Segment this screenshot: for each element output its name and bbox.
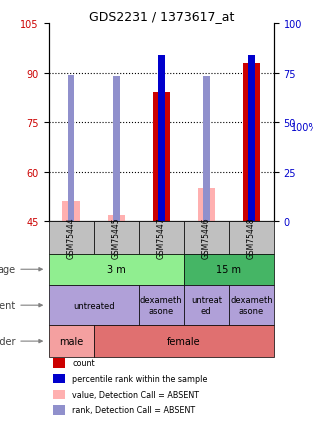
Text: GSM75446: GSM75446 [202, 217, 211, 259]
Bar [229, 285, 274, 326]
Bar [53, 374, 65, 383]
Bar [49, 326, 94, 357]
Bar [49, 222, 94, 254]
Bar [184, 222, 229, 254]
Bar [243, 63, 260, 222]
Text: GSM75447: GSM75447 [157, 217, 166, 259]
Bar [203, 77, 210, 222]
Bar [108, 215, 125, 222]
Text: male: male [59, 336, 83, 346]
Text: GSM75448: GSM75448 [247, 217, 256, 259]
Bar [158, 56, 165, 222]
Text: rank, Detection Call = ABSENT: rank, Detection Call = ABSENT [72, 405, 195, 414]
Bar [198, 189, 215, 222]
Bar [53, 358, 65, 368]
Bar [63, 202, 80, 222]
Text: 3 m: 3 m [107, 265, 126, 275]
Bar [184, 254, 274, 285]
Bar [53, 405, 65, 414]
Text: value, Detection Call = ABSENT: value, Detection Call = ABSENT [72, 390, 199, 399]
Bar [94, 222, 139, 254]
Bar [49, 285, 139, 326]
Text: percentile rank within the sample: percentile rank within the sample [72, 374, 208, 383]
Text: count: count [72, 358, 95, 368]
Text: dexameth
asone: dexameth asone [230, 296, 273, 315]
Text: agent: agent [0, 300, 16, 310]
Bar [184, 285, 229, 326]
Title: GDS2231 / 1373617_at: GDS2231 / 1373617_at [89, 10, 234, 23]
Bar [53, 390, 65, 399]
Text: dexameth
asone: dexameth asone [140, 296, 182, 315]
Bar [248, 56, 255, 222]
Text: GSM75444: GSM75444 [67, 217, 75, 259]
Bar [49, 254, 184, 285]
Text: untreated: untreated [73, 301, 114, 310]
Bar [139, 285, 184, 326]
Text: gender: gender [0, 336, 16, 346]
Text: untreat
ed: untreat ed [191, 296, 222, 315]
Bar [94, 326, 274, 357]
Y-axis label: 100%: 100% [291, 123, 313, 133]
Text: female: female [167, 336, 201, 346]
Bar [229, 222, 274, 254]
Text: age: age [0, 265, 16, 275]
Text: 15 m: 15 m [216, 265, 241, 275]
Bar [139, 222, 184, 254]
Bar [113, 77, 120, 222]
Text: GSM75445: GSM75445 [112, 217, 121, 259]
Bar [68, 76, 74, 222]
Bar [153, 93, 170, 222]
